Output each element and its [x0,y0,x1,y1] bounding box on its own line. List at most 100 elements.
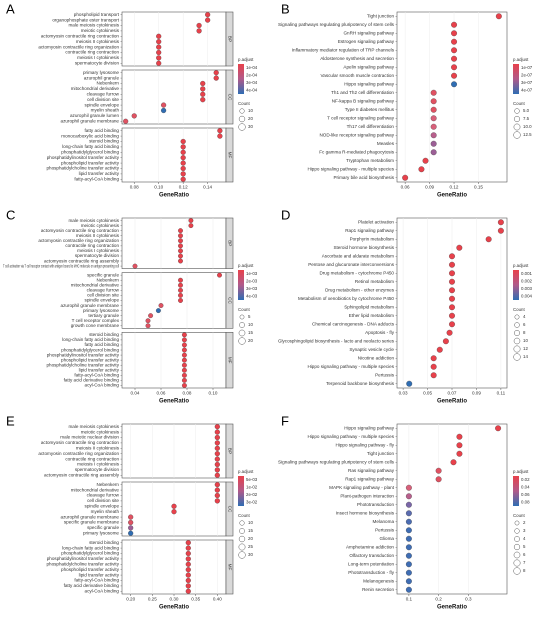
category-label: acyl-CoA binding [85,589,120,594]
dot [178,233,183,239]
size-key [239,528,245,534]
category-label: meiosis II cytokinesis [76,446,120,451]
dot [155,308,161,314]
dot [449,304,455,311]
category-label: Glioma [379,536,394,541]
dot [422,157,429,164]
category-label: azurophil granule membrane [61,303,120,308]
category-label: fatty acid derivative binding [64,583,120,588]
size-key [513,551,521,559]
dot [178,248,183,254]
facet-strip [225,332,234,389]
dot [214,487,220,493]
size-key-label: 30 [248,552,253,557]
size-key-label: 25 [248,544,253,549]
dot [451,72,457,79]
dot [180,176,186,182]
category-label: Sphingolipid metabolism [344,304,394,309]
dot [181,367,187,373]
category-label: Ascorbate and aldarate metabolism [322,253,394,258]
category-label: T cell receptor complex [72,318,120,323]
size-key [238,115,246,123]
category-label: Renin secretion [362,587,394,592]
size-key [514,536,520,542]
color-bar [238,64,244,94]
plot-panel [121,272,227,329]
dot [456,450,463,457]
size-key-label: 20 [248,116,253,121]
dot [181,342,187,348]
dot [495,425,502,432]
category-label: steroid binding [89,540,119,545]
category-label: long-chain fatty acid binding [62,545,119,550]
category-label: actomyosin contractile ring contraction [41,440,120,445]
x-tick-label: 0.10 [209,391,218,396]
dot [178,298,183,303]
category-label: spindle envelope [85,504,120,509]
category-label: myelin sheath [91,108,120,113]
dot [185,540,191,546]
dot [178,282,183,288]
dot [405,510,412,517]
dot [430,372,437,379]
category-label: fatty acid binding [85,128,120,133]
category-label: Signaling pathways regulating pluripoten… [278,459,395,464]
category-label: Steroid hormone biosynthesis [333,245,394,250]
legend-title: p.adjust [513,263,529,268]
facet-strip [225,481,234,537]
category-label: acyl-CoA binding [85,383,120,388]
dot [451,55,457,62]
dot [156,44,162,50]
category-label: actomyosin contractile ring organization [38,44,119,49]
x-tick-label: 0.20 [126,597,135,602]
dot [418,166,425,173]
dot [456,433,463,440]
category-label: Metabolism of xenobiotics by cytochrome … [298,296,394,301]
legend-title: Count [238,101,250,106]
color-bar-label: 4e-04 [246,87,258,92]
legend-title: p.adjust [513,469,529,474]
category-label: monocarboxylic acid binding [61,133,119,138]
dot [181,332,187,338]
dot [456,244,463,251]
dot [178,243,183,249]
category-label: phosphatidylglycerol binding [61,347,119,352]
category-label: long-chain fatty acid binding [62,144,119,149]
size-key [239,322,245,328]
size-key-label: 10 [248,322,253,327]
dot [185,567,191,573]
dot [405,493,412,500]
category-label: cleavage furrow [87,92,120,97]
dot [430,106,437,113]
dot [449,295,455,302]
category-label: steroid binding [89,139,119,144]
category-label: Hippo signaling pathway - multiple speci… [307,166,394,171]
dot [156,39,162,45]
dot [185,561,191,567]
category-label: spindle envelope [85,298,120,303]
size-key [513,567,521,575]
category-label: primary lysosome [83,308,119,313]
category-label: cell division site [87,498,119,503]
dot [196,22,202,29]
dot [405,544,412,551]
dot [430,149,437,156]
dot [430,115,437,122]
dot [180,165,186,172]
dot [181,357,187,363]
color-bar-label: 2e-02 [246,492,258,497]
dot [213,70,219,76]
x-tick-label: 0.11 [497,391,506,396]
category-label: male meiosis cytokinesis [68,218,119,223]
category-label: Hippo signaling pathway - multiple speci… [307,364,394,369]
x-tick-label: 0.12 [179,185,188,190]
category-label: Aldosterone synthesis and secretion [320,56,394,61]
dot [214,456,220,462]
dot [145,318,151,324]
size-key-label: 10 [248,520,253,525]
dot [171,509,177,515]
dot [180,138,186,145]
category-label: NF-kappa B signaling pathway [332,98,395,103]
x-tick-label: 0.08 [130,185,139,190]
dot [181,383,187,388]
